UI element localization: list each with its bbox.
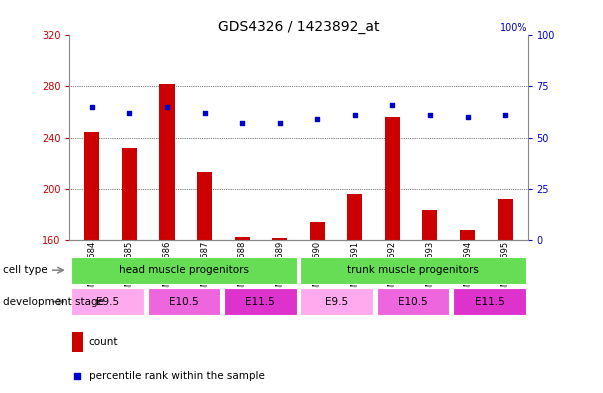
Bar (160, 84, 174, 240)
Bar (122, 148, 137, 240)
Text: E10.5: E10.5 (398, 297, 428, 307)
Title: GDS4326 / 1423892_at: GDS4326 / 1423892_at (218, 20, 379, 34)
Text: E9.5: E9.5 (96, 297, 119, 307)
Point (425, 112, 435, 118)
Text: E11.5: E11.5 (245, 297, 275, 307)
Bar (310, 222, 325, 240)
Bar (71, 288, 144, 315)
Text: head muscle progenitors: head muscle progenitors (119, 265, 249, 275)
Bar (347, 194, 362, 240)
Point (388, 102, 397, 108)
Point (275, 120, 285, 127)
Bar (453, 288, 526, 315)
Bar (148, 288, 220, 315)
Bar (224, 288, 297, 315)
Point (238, 120, 247, 127)
Bar (84, 132, 99, 240)
Point (312, 116, 322, 122)
Text: E11.5: E11.5 (475, 297, 504, 307)
Bar (377, 288, 449, 315)
Text: cell type: cell type (3, 265, 48, 275)
Text: E10.5: E10.5 (169, 297, 199, 307)
Text: development stage: development stage (3, 297, 104, 307)
Bar (71, 257, 297, 284)
Text: 100%: 100% (500, 23, 528, 33)
Bar (300, 257, 526, 284)
Bar (197, 172, 212, 240)
Bar (423, 210, 437, 240)
Bar (460, 230, 475, 240)
Text: trunk muscle progenitors: trunk muscle progenitors (347, 265, 479, 275)
Point (500, 112, 510, 118)
Point (87, 104, 96, 110)
Point (72, 373, 82, 379)
Bar (272, 239, 287, 240)
Point (200, 110, 209, 116)
Text: percentile rank within the sample: percentile rank within the sample (89, 371, 265, 381)
Point (125, 110, 134, 116)
Point (350, 112, 359, 118)
Bar (235, 237, 250, 240)
Point (463, 114, 472, 120)
Bar (497, 199, 513, 240)
Bar (385, 117, 400, 240)
Point (162, 104, 172, 110)
Text: count: count (89, 337, 118, 347)
Bar (72, 332, 83, 352)
Bar (300, 288, 373, 315)
Text: E9.5: E9.5 (325, 297, 349, 307)
